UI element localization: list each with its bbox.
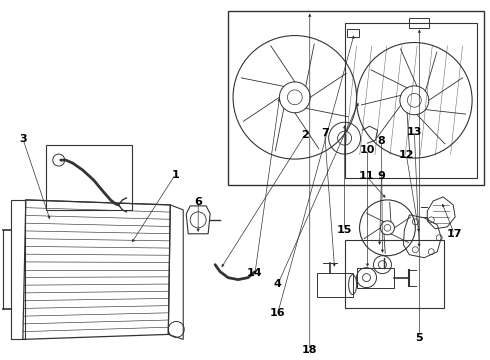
- Text: 12: 12: [399, 150, 414, 160]
- Text: 17: 17: [446, 229, 462, 239]
- Text: 16: 16: [270, 308, 286, 318]
- Text: 13: 13: [407, 127, 422, 136]
- Bar: [46, 145, 132, 210]
- Text: 8: 8: [378, 136, 385, 145]
- Bar: [344, 23, 477, 178]
- Text: 5: 5: [416, 333, 423, 343]
- Bar: [317, 273, 353, 297]
- Text: 10: 10: [360, 144, 375, 154]
- Text: 4: 4: [274, 279, 282, 289]
- Text: 9: 9: [377, 171, 386, 181]
- Text: 2: 2: [301, 130, 309, 140]
- Text: 3: 3: [19, 134, 26, 144]
- Bar: [344, 240, 444, 307]
- Bar: [409, 18, 429, 28]
- Bar: [228, 11, 484, 185]
- Text: 1: 1: [172, 170, 179, 180]
- Text: 6: 6: [194, 197, 202, 207]
- Text: 7: 7: [321, 129, 329, 138]
- Text: 15: 15: [337, 225, 352, 235]
- Bar: [357, 268, 394, 288]
- Text: 18: 18: [302, 345, 318, 355]
- Text: 11: 11: [359, 171, 374, 181]
- Text: 14: 14: [247, 268, 263, 278]
- Bar: [346, 28, 359, 37]
